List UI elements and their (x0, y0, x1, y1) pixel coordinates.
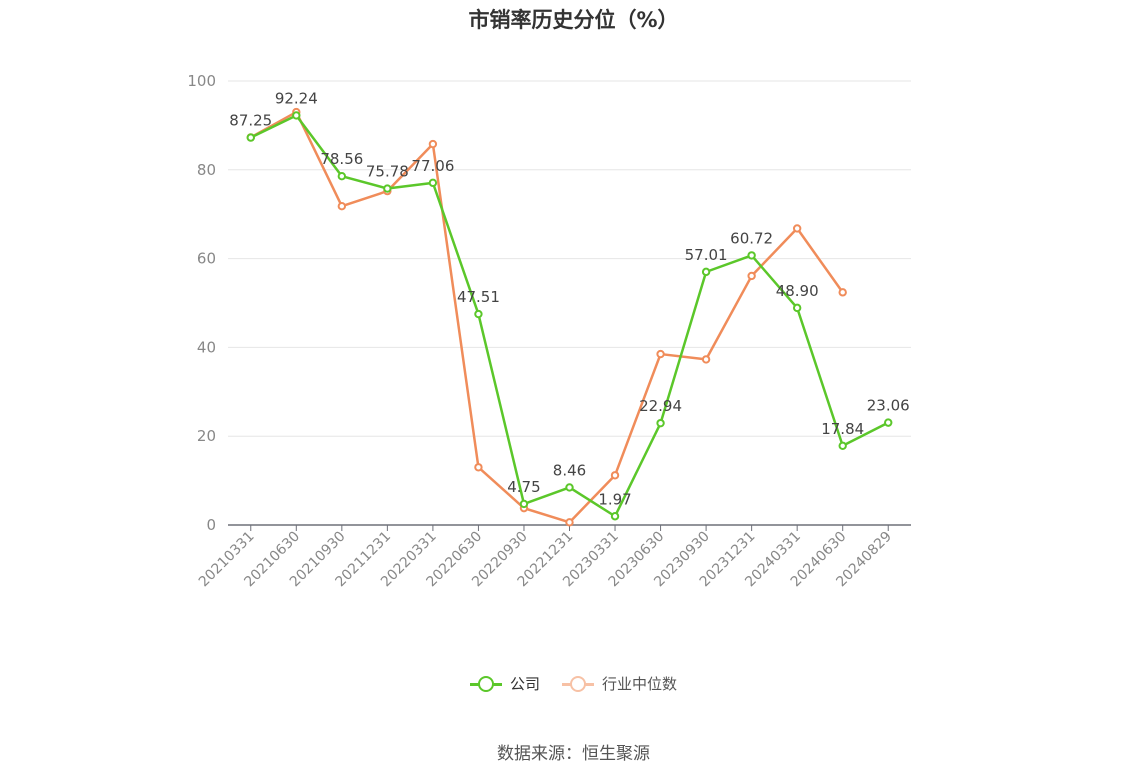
source-note: 数据来源：恒生聚源 (497, 744, 650, 764)
series-line (250, 110, 844, 524)
data-point (383, 184, 392, 193)
data-point (656, 349, 665, 359)
legend: 公司 行业中位数 (0, 673, 1147, 694)
data-point (428, 178, 438, 188)
data-point (337, 171, 347, 181)
data-point (838, 288, 847, 297)
data-label: 1.97 (598, 490, 631, 508)
data-label: 23.06 (867, 397, 910, 415)
y-tick-label: 20 (197, 427, 216, 445)
data-label: 17.84 (821, 420, 864, 438)
data-label: 60.72 (730, 229, 773, 247)
data-point (246, 133, 255, 142)
data-label: 4.75 (507, 478, 540, 496)
data-point (519, 499, 529, 509)
legend-marker-icon (469, 675, 502, 692)
data-point (747, 251, 756, 260)
chart-title: 市销率历史分位（%） (468, 8, 679, 32)
data-point (428, 139, 438, 149)
data-point (292, 111, 301, 120)
data-point (884, 418, 893, 427)
y-tick-label: 100 (187, 72, 216, 90)
data-point (474, 309, 483, 319)
legend-item-industry-median[interactable]: 行业中位数 (562, 673, 677, 694)
data-point (337, 202, 347, 211)
data-point (565, 518, 574, 527)
legend-marker-icon (562, 675, 594, 692)
data-label: 87.25 (229, 112, 272, 130)
y-tick-label: 80 (197, 161, 216, 179)
data-point (701, 355, 711, 364)
data-point (747, 271, 756, 281)
data-label: 77.06 (411, 157, 454, 175)
legend-label-industry-median: 行业中位数 (602, 675, 678, 693)
data-point (701, 267, 711, 277)
data-label: 92.24 (275, 89, 318, 107)
series-line (250, 114, 889, 518)
data-label: 78.56 (320, 150, 363, 168)
data-point (610, 512, 620, 521)
data-label: 75.78 (366, 163, 409, 181)
y-tick-label: 60 (197, 250, 216, 268)
data-label: 48.90 (776, 282, 819, 300)
data-point (656, 418, 665, 428)
legend-label-company: 公司 (509, 675, 540, 693)
data-label: 57.01 (685, 246, 728, 264)
data-label: 47.51 (457, 288, 500, 306)
data-point (610, 471, 620, 480)
y-tick-label: 40 (197, 338, 216, 356)
data-point (792, 224, 802, 233)
data-label: 22.94 (639, 397, 682, 415)
data-point (474, 463, 483, 472)
data-point (838, 441, 847, 450)
legend-item-company[interactable]: 公司 (469, 673, 540, 694)
data-point (565, 483, 574, 492)
y-tick-label: 0 (206, 516, 216, 534)
data-label: 8.46 (553, 461, 586, 479)
data-point (792, 303, 802, 313)
